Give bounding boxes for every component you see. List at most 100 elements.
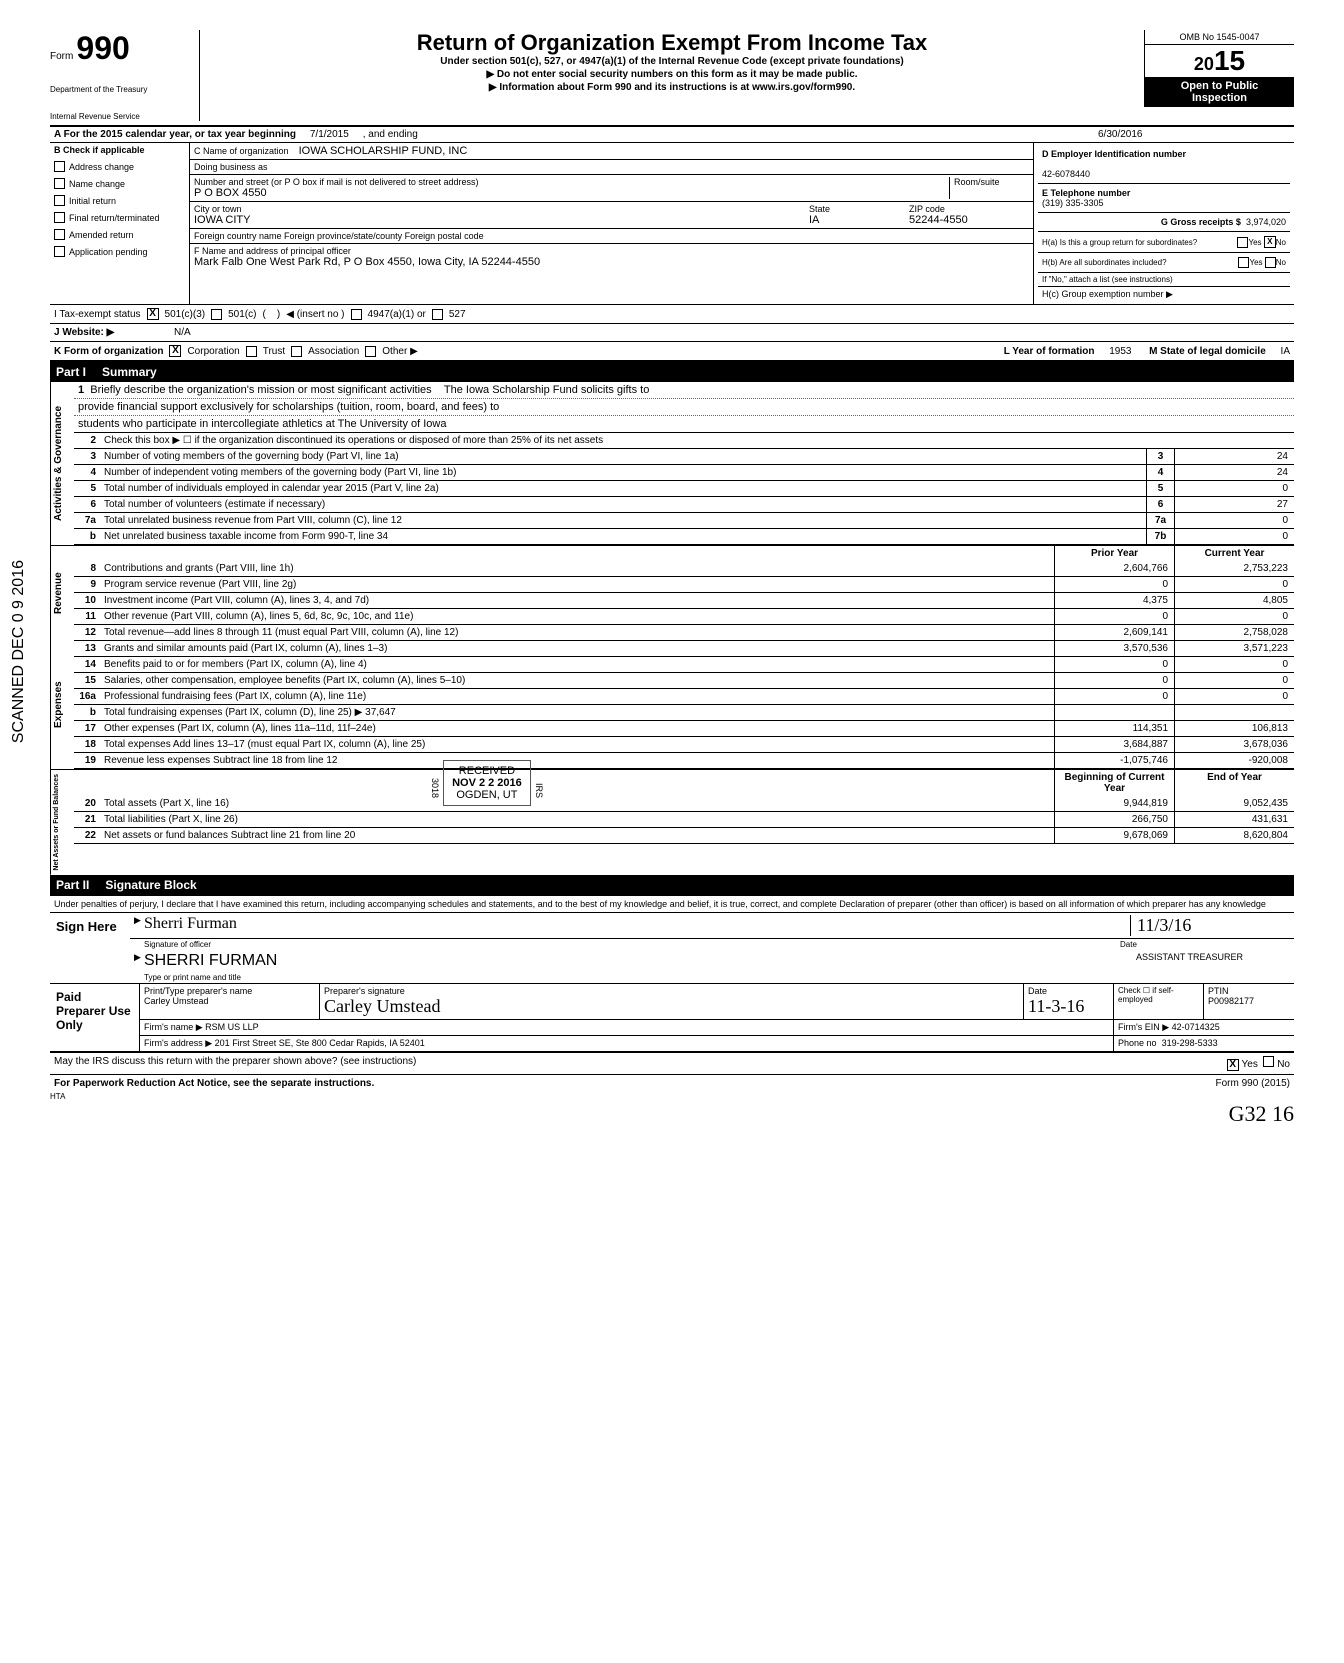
f-value: Mark Falb One West Park Rd, P O Box 4550… [194, 256, 1029, 268]
money-row: 17 Other expenses (Part IX, column (A), … [74, 721, 1294, 737]
f-label: F Name and address of principal officer [194, 246, 1029, 256]
open-2: Inspection [1148, 92, 1291, 104]
revenue-section: Revenue Prior YearCurrent Year 8 Contrib… [50, 545, 1294, 641]
row-a: A For the 2015 calendar year, or tax yea… [50, 127, 1294, 143]
sign-here: Sign Here [50, 913, 130, 983]
check-pending[interactable] [54, 246, 65, 257]
vlabel-revenue: Revenue [50, 546, 74, 641]
foreign-label: Foreign country name Foreign province/st… [190, 229, 1033, 244]
k-opt3: Other ▶ [382, 346, 417, 357]
i-opt3: 4947(a)(1) or [368, 309, 426, 320]
hb-yes[interactable] [1238, 257, 1249, 268]
open-1: Open to Public [1148, 80, 1291, 92]
ptin-label: PTIN [1208, 986, 1229, 996]
gov-row: 6 Total number of volunteers (estimate i… [74, 497, 1294, 513]
i-501c[interactable] [211, 309, 222, 320]
corner-note: G32 16 [50, 1101, 1294, 1127]
c-label: C Name of organization [194, 146, 289, 156]
discuss-yes[interactable]: X [1227, 1059, 1239, 1071]
preparer-block: Paid Preparer Use Only Print/Type prepar… [50, 984, 1294, 1053]
i-opt1: 501(c)(3) [165, 309, 206, 320]
prep-label: Paid Preparer Use Only [50, 984, 140, 1051]
m-line1: The Iowa Scholarship Fund solicits gifts… [444, 384, 649, 396]
k-assoc[interactable] [291, 346, 302, 357]
i-opt2: 501(c) [228, 309, 256, 320]
k-opt1: Trust [263, 346, 285, 357]
begin-year-h: Beginning of Current Year [1054, 770, 1174, 796]
check-address[interactable] [54, 161, 65, 172]
checks-header: B Check if applicable [54, 145, 145, 155]
gov-row: 7a Total unrelated business revenue from… [74, 513, 1294, 529]
k-label: K Form of organization [54, 346, 163, 357]
k-opt2: Association [308, 346, 359, 357]
k-trust[interactable] [246, 346, 257, 357]
section-bcd: B Check if applicable Address change Nam… [50, 143, 1294, 305]
received-stamp: 3018 RECEIVED NOV 2 2 2016 OGDEN, UT IRS [430, 760, 544, 806]
m-label: M State of legal domicile [1149, 346, 1266, 357]
firm-ein-label: Firm's EIN ▶ [1118, 1022, 1169, 1032]
subtitle: Under section 501(c), 527, or 4947(a)(1)… [210, 56, 1134, 67]
prep-sig-label: Preparer's signature [324, 986, 405, 996]
check-initial[interactable] [54, 195, 65, 206]
received-date: NOV 2 2 2016 [452, 777, 522, 789]
check-address-label: Address change [69, 162, 134, 172]
part1-num: Part I [56, 365, 86, 379]
discuss-no[interactable] [1263, 1056, 1274, 1067]
d-label: D Employer Identification number [1042, 149, 1186, 159]
info-link: ▶ Information about Form 990 and its ins… [210, 82, 1134, 93]
type-label: Type or print name and title [130, 972, 1294, 983]
check-amended[interactable] [54, 229, 65, 240]
g-label: G Gross receipts $ [1161, 217, 1241, 227]
received-top: RECEIVED [459, 765, 515, 777]
k-corp[interactable]: X [169, 345, 181, 357]
row-i: I Tax-exempt status X501(c)(3) 501(c) ( … [50, 305, 1294, 324]
k-opt0: Corporation [187, 346, 239, 357]
check-initial-label: Initial return [69, 196, 116, 206]
d-no: No [1277, 1059, 1290, 1070]
ha-no[interactable]: X [1264, 236, 1276, 248]
i-4947[interactable] [351, 309, 362, 320]
state-label: State [809, 204, 830, 214]
d-value: 42-6078440 [1042, 169, 1090, 179]
money-row: 9 Program service revenue (Part VIII, li… [74, 577, 1294, 593]
netassets-section: Net Assets or Fund Balances Beginning of… [50, 769, 1294, 875]
governance-section: Activities & Governance 1 Briefly descri… [50, 382, 1294, 545]
prior-year-h: Prior Year [1054, 546, 1174, 561]
expenses-section: Expenses 13 Grants and similar amounts p… [50, 641, 1294, 769]
hb-no[interactable] [1265, 257, 1276, 268]
i-501c3[interactable]: X [147, 308, 159, 320]
row-k: K Form of organization X Corporation Trus… [50, 342, 1294, 362]
m-label: Briefly describe the organization's miss… [90, 384, 431, 396]
form-footer: Form 990 (2015) [1216, 1078, 1290, 1089]
addr-label: Firm's address ▶ [144, 1038, 212, 1048]
dept-1: Department of the Treasury [50, 85, 191, 94]
street-label: Number and street (or P O box if mail is… [194, 177, 949, 187]
city-label: City or town [194, 204, 242, 214]
street: P O BOX 4550 [194, 187, 949, 199]
m-num: 1 [78, 384, 84, 396]
officer-signature: Sherri Furman [144, 915, 1130, 936]
k-other[interactable] [365, 346, 376, 357]
money-row: b Total fundraising expenses (Part IX, c… [74, 705, 1294, 721]
state: IA [809, 214, 819, 226]
check-pending-label: Application pending [69, 247, 148, 257]
check-final[interactable] [54, 212, 65, 223]
money-row: 10 Investment income (Part VIII, column … [74, 593, 1294, 609]
i-527[interactable] [432, 309, 443, 320]
part2-title: Signature Block [105, 878, 196, 892]
hb-label: H(b) Are all subordinates included? [1042, 258, 1238, 267]
prep-sig: Carley Umstead [324, 996, 440, 1016]
ptin: P00982177 [1208, 996, 1254, 1006]
sig-intro: Under penalties of perjury, I declare th… [50, 896, 1294, 913]
check-amended-label: Amended return [69, 230, 134, 240]
j-value: N/A [170, 324, 195, 341]
l-value: 1953 [1109, 346, 1131, 357]
hta: HTA [50, 1092, 1294, 1101]
signature-block: Under penalties of perjury, I declare th… [50, 895, 1294, 984]
ha-yes[interactable] [1237, 237, 1248, 248]
hb-yes-l: Yes [1249, 258, 1262, 267]
check-name[interactable] [54, 178, 65, 189]
org-name: IOWA SCHOLARSHIP FUND, INC [299, 145, 468, 157]
firm: RSM US LLP [205, 1022, 259, 1032]
part2-header: Part II Signature Block [50, 875, 1294, 895]
